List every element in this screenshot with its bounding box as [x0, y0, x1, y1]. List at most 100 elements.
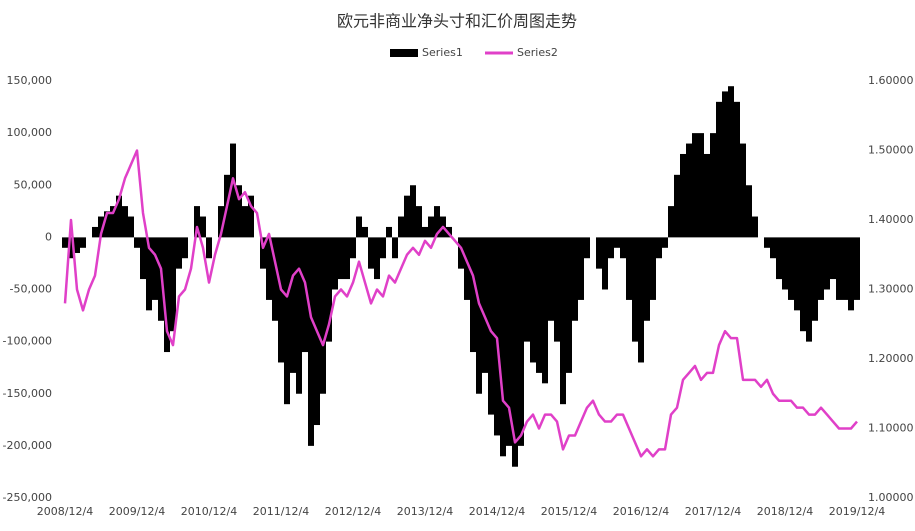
bar — [272, 237, 278, 321]
bar — [122, 206, 128, 238]
bar — [806, 237, 812, 342]
bar — [764, 237, 770, 248]
bar — [626, 237, 632, 300]
y2-tick-label: 1.10000 — [868, 422, 914, 435]
bar — [596, 237, 602, 269]
bar — [242, 206, 248, 238]
chart-title: 欧元非商业净头寸和汇价周图走势 — [337, 12, 577, 31]
line — [63, 149, 858, 458]
bar — [776, 237, 782, 280]
bar — [278, 237, 284, 363]
bar — [206, 237, 212, 259]
bar — [176, 237, 182, 269]
bar — [374, 237, 380, 280]
bar — [146, 237, 152, 311]
bar — [140, 237, 146, 280]
bar — [602, 237, 608, 290]
bar — [566, 237, 572, 373]
x-tick-label: 2017/12/4 — [685, 505, 741, 518]
bar — [68, 237, 74, 259]
x-tick-label: 2013/12/4 — [397, 505, 453, 518]
bar — [218, 206, 224, 238]
bar — [524, 237, 530, 342]
bar — [458, 237, 464, 269]
y-tick-label: -250,000 — [3, 491, 52, 504]
x-tick-label: 2010/12/4 — [181, 505, 237, 518]
bar — [434, 206, 440, 238]
x-tick-label: 2016/12/4 — [613, 505, 669, 518]
x-tick-label: 2008/12/4 — [37, 505, 93, 518]
y-tick-label: -50,000 — [10, 283, 52, 296]
bar — [284, 237, 290, 405]
bar — [302, 237, 308, 353]
y2-tick-label: 1.30000 — [868, 283, 914, 296]
bar — [326, 237, 332, 342]
y-tick-label: -150,000 — [3, 387, 52, 400]
x-tick-label: 2012/12/4 — [325, 505, 381, 518]
bar — [236, 185, 242, 238]
bar — [128, 216, 134, 238]
bar — [824, 237, 830, 290]
bar — [92, 226, 98, 238]
y-tick-label: 100,000 — [7, 126, 53, 139]
bar — [392, 237, 398, 259]
bar — [476, 237, 482, 394]
bar — [698, 133, 704, 238]
bar — [662, 237, 668, 248]
bar — [674, 174, 680, 238]
bar — [800, 237, 806, 332]
bar — [740, 143, 746, 238]
bar — [80, 237, 86, 248]
bar — [248, 195, 254, 238]
bar — [584, 237, 590, 259]
bar — [680, 153, 686, 238]
y2-tick-label: 1.60000 — [868, 74, 914, 87]
bar — [416, 206, 422, 238]
bar — [386, 226, 392, 238]
bar — [296, 237, 302, 394]
bar — [548, 237, 554, 321]
x-tick-label: 2014/12/4 — [469, 505, 525, 518]
y-tick-label: 0 — [45, 230, 52, 243]
bar — [650, 237, 656, 300]
bar — [656, 237, 662, 259]
x-tick-label: 2015/12/4 — [541, 505, 597, 518]
bar — [782, 237, 788, 290]
bar — [560, 237, 566, 405]
bar — [608, 237, 614, 259]
y2-tick-label: 1.00000 — [868, 491, 914, 504]
bar — [500, 237, 506, 457]
bar — [464, 237, 470, 300]
bar — [842, 237, 848, 300]
legend-swatch — [390, 49, 418, 57]
bar — [734, 101, 740, 238]
bar — [770, 237, 776, 259]
bar — [812, 237, 818, 321]
bar — [470, 237, 476, 353]
bar — [506, 237, 512, 446]
bar — [794, 237, 800, 311]
legend-label: Series2 — [517, 46, 558, 59]
bar — [290, 237, 296, 373]
y2-tick-label: 1.20000 — [868, 352, 914, 365]
bar — [536, 237, 542, 373]
bar — [482, 237, 488, 373]
y-tick-label: 50,000 — [14, 178, 53, 191]
bar — [854, 237, 860, 300]
bar — [818, 237, 824, 300]
bar — [170, 237, 176, 332]
bar — [710, 133, 716, 238]
bar — [728, 86, 734, 238]
bar — [164, 237, 170, 353]
bar — [830, 237, 836, 280]
bar — [704, 153, 710, 238]
bar — [848, 237, 854, 311]
bar — [644, 237, 650, 321]
bar — [332, 237, 338, 290]
bar — [182, 237, 188, 259]
bar — [404, 195, 410, 238]
bar — [686, 143, 692, 238]
bar — [410, 185, 416, 238]
bar — [554, 237, 560, 342]
